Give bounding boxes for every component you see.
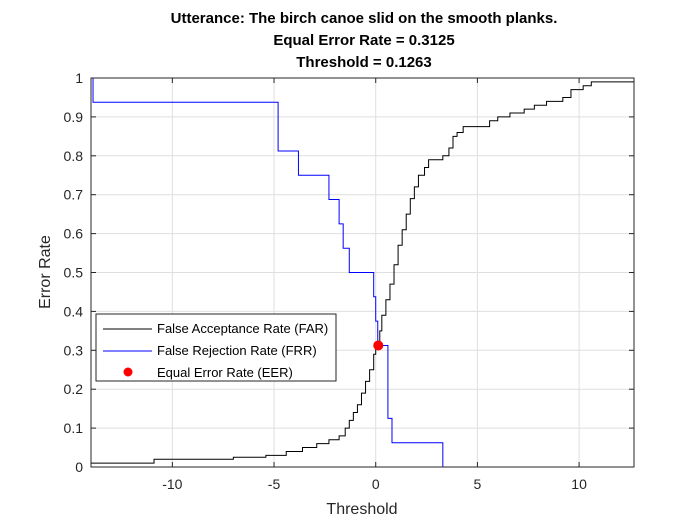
y-tick-label: 0.6	[64, 226, 84, 242]
y-tick-label: 0.1	[64, 420, 84, 436]
legend-eer-marker	[123, 367, 133, 377]
y-tick-label: 0.7	[64, 187, 84, 203]
eer-point	[373, 340, 384, 351]
y-tick-label: 0.5	[64, 265, 84, 281]
chart-title-line-3: Threshold = 0.1263	[296, 54, 431, 71]
legend-box	[95, 313, 337, 382]
series-layer	[91, 77, 634, 468]
x-tick-label: 0	[372, 476, 380, 492]
y-tick-label: 0.8	[64, 148, 84, 164]
y-tick-label: 0.2	[64, 381, 84, 397]
x-tick-label: -5	[268, 476, 281, 492]
legend: False Acceptance Rate (FAR) False Reject…	[95, 313, 337, 382]
y-tick-label: 0.9	[64, 109, 84, 125]
x-tick-label: -10	[162, 476, 182, 492]
y-tick-label: 1	[75, 70, 83, 86]
y-tick-label: 0	[75, 459, 83, 475]
y-tick-label: 0.3	[64, 342, 84, 358]
far-series-line	[91, 81, 634, 464]
x-axis-label: Threshold	[326, 501, 397, 518]
legend-eer-label: Equal Error Rate (EER)	[157, 365, 293, 380]
frr-series-line	[91, 77, 634, 468]
chart-title-line-1: Utterance: The birch canoe slid on the s…	[171, 10, 558, 27]
x-tick-label: 10	[571, 476, 587, 492]
y-tick-label: 0.4	[64, 303, 84, 319]
y-axis-label: Error Rate	[37, 235, 54, 309]
chart-title-line-2: Equal Error Rate = 0.3125	[273, 32, 454, 49]
legend-frr-label: False Rejection Rate (FRR)	[157, 343, 317, 358]
legend-far-label: False Acceptance Rate (FAR)	[157, 321, 328, 336]
axis-ticks: -10 -5 0 5 10 0 0.1 0.2 0.3 0.4 0.5 0.6 0.7 0.8 0.9 1	[64, 70, 634, 492]
x-tick-label: 5	[474, 476, 482, 492]
